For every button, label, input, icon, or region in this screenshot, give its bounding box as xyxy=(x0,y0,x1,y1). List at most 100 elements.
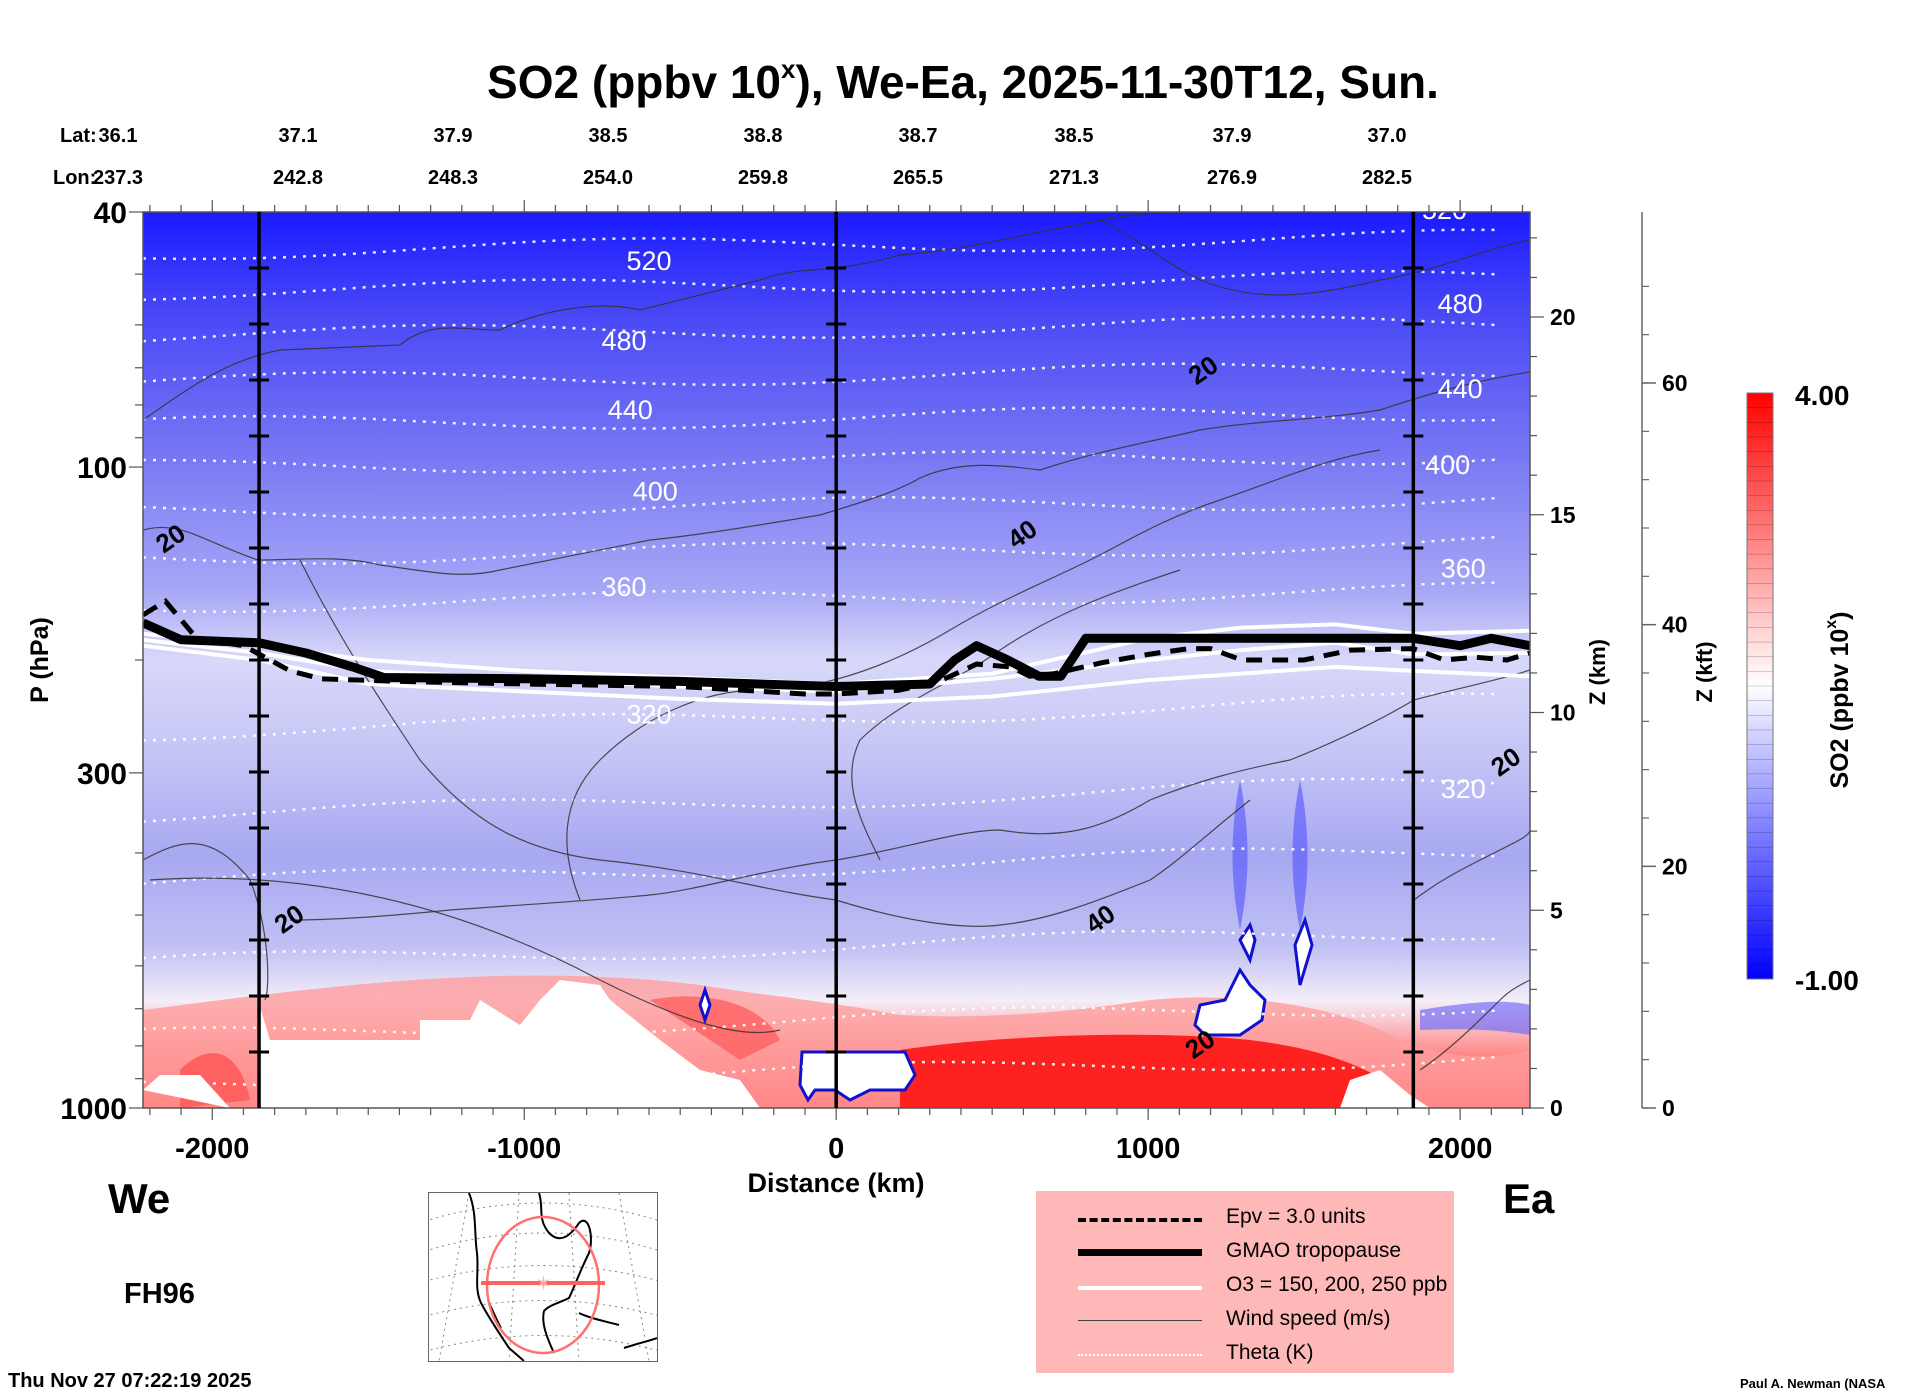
x-tick-label: -2000 xyxy=(175,1133,249,1165)
theta-label: 400 xyxy=(1425,450,1470,480)
theta-label: 440 xyxy=(1438,374,1483,404)
contour-labels: 5204804404003603205204804404003603202802… xyxy=(150,195,1526,1108)
theta-contours xyxy=(143,228,1501,1091)
km-tick-label: 0 xyxy=(1550,1095,1563,1121)
theta-label: 520 xyxy=(1422,195,1467,225)
o3-contour xyxy=(143,622,1530,687)
z-kft-axis: 0 20 40 60 xyxy=(1641,212,1688,1121)
colorbar-label: SO2 (ppbv 10x) xyxy=(1823,612,1854,789)
theta-contour xyxy=(143,692,1501,742)
epv-dashed-line xyxy=(143,598,1530,697)
center-star-icon: ✶ xyxy=(535,1273,552,1295)
legend-item-o3: O3 = 150, 200, 250 ppb xyxy=(1036,1271,1454,1301)
lat-prefix: Lat: xyxy=(60,125,97,147)
lat-value: 37.0 xyxy=(1368,125,1407,147)
legend-item-theta: Theta (K) xyxy=(1036,1339,1454,1369)
theta-contour xyxy=(143,406,1501,430)
theta-contour xyxy=(143,1006,1501,1037)
y-axis-label: P (hPa) xyxy=(26,617,54,703)
tropopause-lines xyxy=(143,598,1530,697)
lon-value: 248.3 xyxy=(428,167,478,189)
legend-item-label: O3 = 150, 200, 250 ppb xyxy=(1226,1273,1448,1296)
lon-value: 276.9 xyxy=(1207,167,1257,189)
y-tick-label: 1000 xyxy=(60,1093,127,1126)
colorbar-ticks xyxy=(1747,407,1773,965)
x-tick-label: -1000 xyxy=(487,1133,561,1165)
theta-label: 320 xyxy=(1441,774,1486,804)
kft-tick-label: 0 xyxy=(1662,1095,1675,1121)
theta-contour xyxy=(143,495,1501,520)
map-inset: ✶ xyxy=(428,1192,658,1362)
lat-value: 37.9 xyxy=(434,125,473,147)
theta-contour xyxy=(143,777,1501,823)
km-tick-label: 10 xyxy=(1550,700,1576,726)
lat-value: 38.5 xyxy=(589,125,628,147)
x-tick-label: 0 xyxy=(828,1133,844,1165)
kft-tick-label: 40 xyxy=(1662,612,1688,638)
y-tick-label: 100 xyxy=(77,452,127,485)
terrain-mask xyxy=(258,980,760,1108)
y-tick-label: 300 xyxy=(77,758,127,791)
so2-low-region xyxy=(1293,915,1314,986)
km-tick-label: 20 xyxy=(1550,304,1576,330)
z-km-axis: 0 5 10 15 20 xyxy=(1530,237,1576,1121)
white-line-swatch xyxy=(1078,1286,1202,1290)
colorbar-gradient xyxy=(1746,392,1774,980)
kft-tick-label: 20 xyxy=(1662,853,1688,879)
lon-value: 271.3 xyxy=(1049,167,1099,189)
so2-low-region xyxy=(698,985,712,1025)
wind-contour xyxy=(1099,219,1530,296)
theta-contour xyxy=(143,929,1501,961)
theta-contour xyxy=(143,362,1501,386)
colorbar-min-label: -1.00 xyxy=(1795,965,1859,996)
x-axis-label: Distance (km) xyxy=(747,1168,924,1198)
lat-value: 38.5 xyxy=(1055,125,1094,147)
theta-label: 400 xyxy=(633,477,678,507)
so2-low-region xyxy=(798,1050,917,1103)
lat-value: 37.9 xyxy=(1213,125,1252,147)
km-tick-label: 15 xyxy=(1550,502,1576,528)
theta-label: 360 xyxy=(602,572,647,602)
wind-contour xyxy=(299,559,1251,927)
so2-low-region xyxy=(1420,1001,1530,1035)
theta-contour xyxy=(143,228,1501,261)
theta-label: 360 xyxy=(1441,554,1486,584)
so2-low-plume xyxy=(1232,780,1248,930)
credit: Paul A. Newman (NASA xyxy=(1740,1376,1886,1391)
chart-title: SO2 (ppbv 10x), We-Ea, 2025-11-30T12, Su… xyxy=(487,54,1439,108)
colorbar-max-label: 4.00 xyxy=(1795,380,1850,411)
wind-contour xyxy=(149,877,781,1034)
dotted-line-swatch xyxy=(1078,1354,1202,1356)
theta-label: 480 xyxy=(602,326,647,356)
y-axis: 40 100 300 1000 xyxy=(60,197,143,1126)
theta-contour xyxy=(143,1055,1501,1091)
lat-value: 37.1 xyxy=(279,125,318,147)
wind-contour xyxy=(566,449,1381,901)
lon-value: 237.3 xyxy=(93,167,143,189)
y-tick-label: 40 xyxy=(94,197,127,230)
wind-contours xyxy=(143,212,1530,1071)
marker-lines xyxy=(249,212,1424,1108)
theta-label: 320 xyxy=(626,700,671,730)
wind-contour xyxy=(289,669,1530,921)
z-km-label: Z (km) xyxy=(1585,639,1610,705)
map-inset-svg: ✶ xyxy=(429,1193,657,1361)
west-label: We xyxy=(108,1175,170,1222)
forecast-hour-label: FH96 xyxy=(124,1278,195,1310)
theta-contour xyxy=(143,450,1501,474)
legend-item-tropopause: GMAO tropopause xyxy=(1036,1237,1454,1267)
wind-contour xyxy=(1413,829,1530,901)
so2-low-region xyxy=(1193,967,1267,1037)
so2-max-region xyxy=(900,1034,1420,1108)
lon-value: 259.8 xyxy=(738,167,788,189)
theta-label: 440 xyxy=(608,395,653,425)
lon-value: 282.5 xyxy=(1362,167,1412,189)
z-kft-label: Z (kft) xyxy=(1692,641,1717,702)
kft-tick-label: 60 xyxy=(1662,370,1688,396)
lon-prefix: Lon: xyxy=(53,167,96,189)
x-axis: -2000 -1000 0 1000 2000 xyxy=(149,200,1524,1165)
theta-contour xyxy=(143,269,1501,302)
legend-item-wind: Wind speed (m/s) xyxy=(1036,1305,1454,1335)
so2-low-region xyxy=(1238,921,1257,965)
